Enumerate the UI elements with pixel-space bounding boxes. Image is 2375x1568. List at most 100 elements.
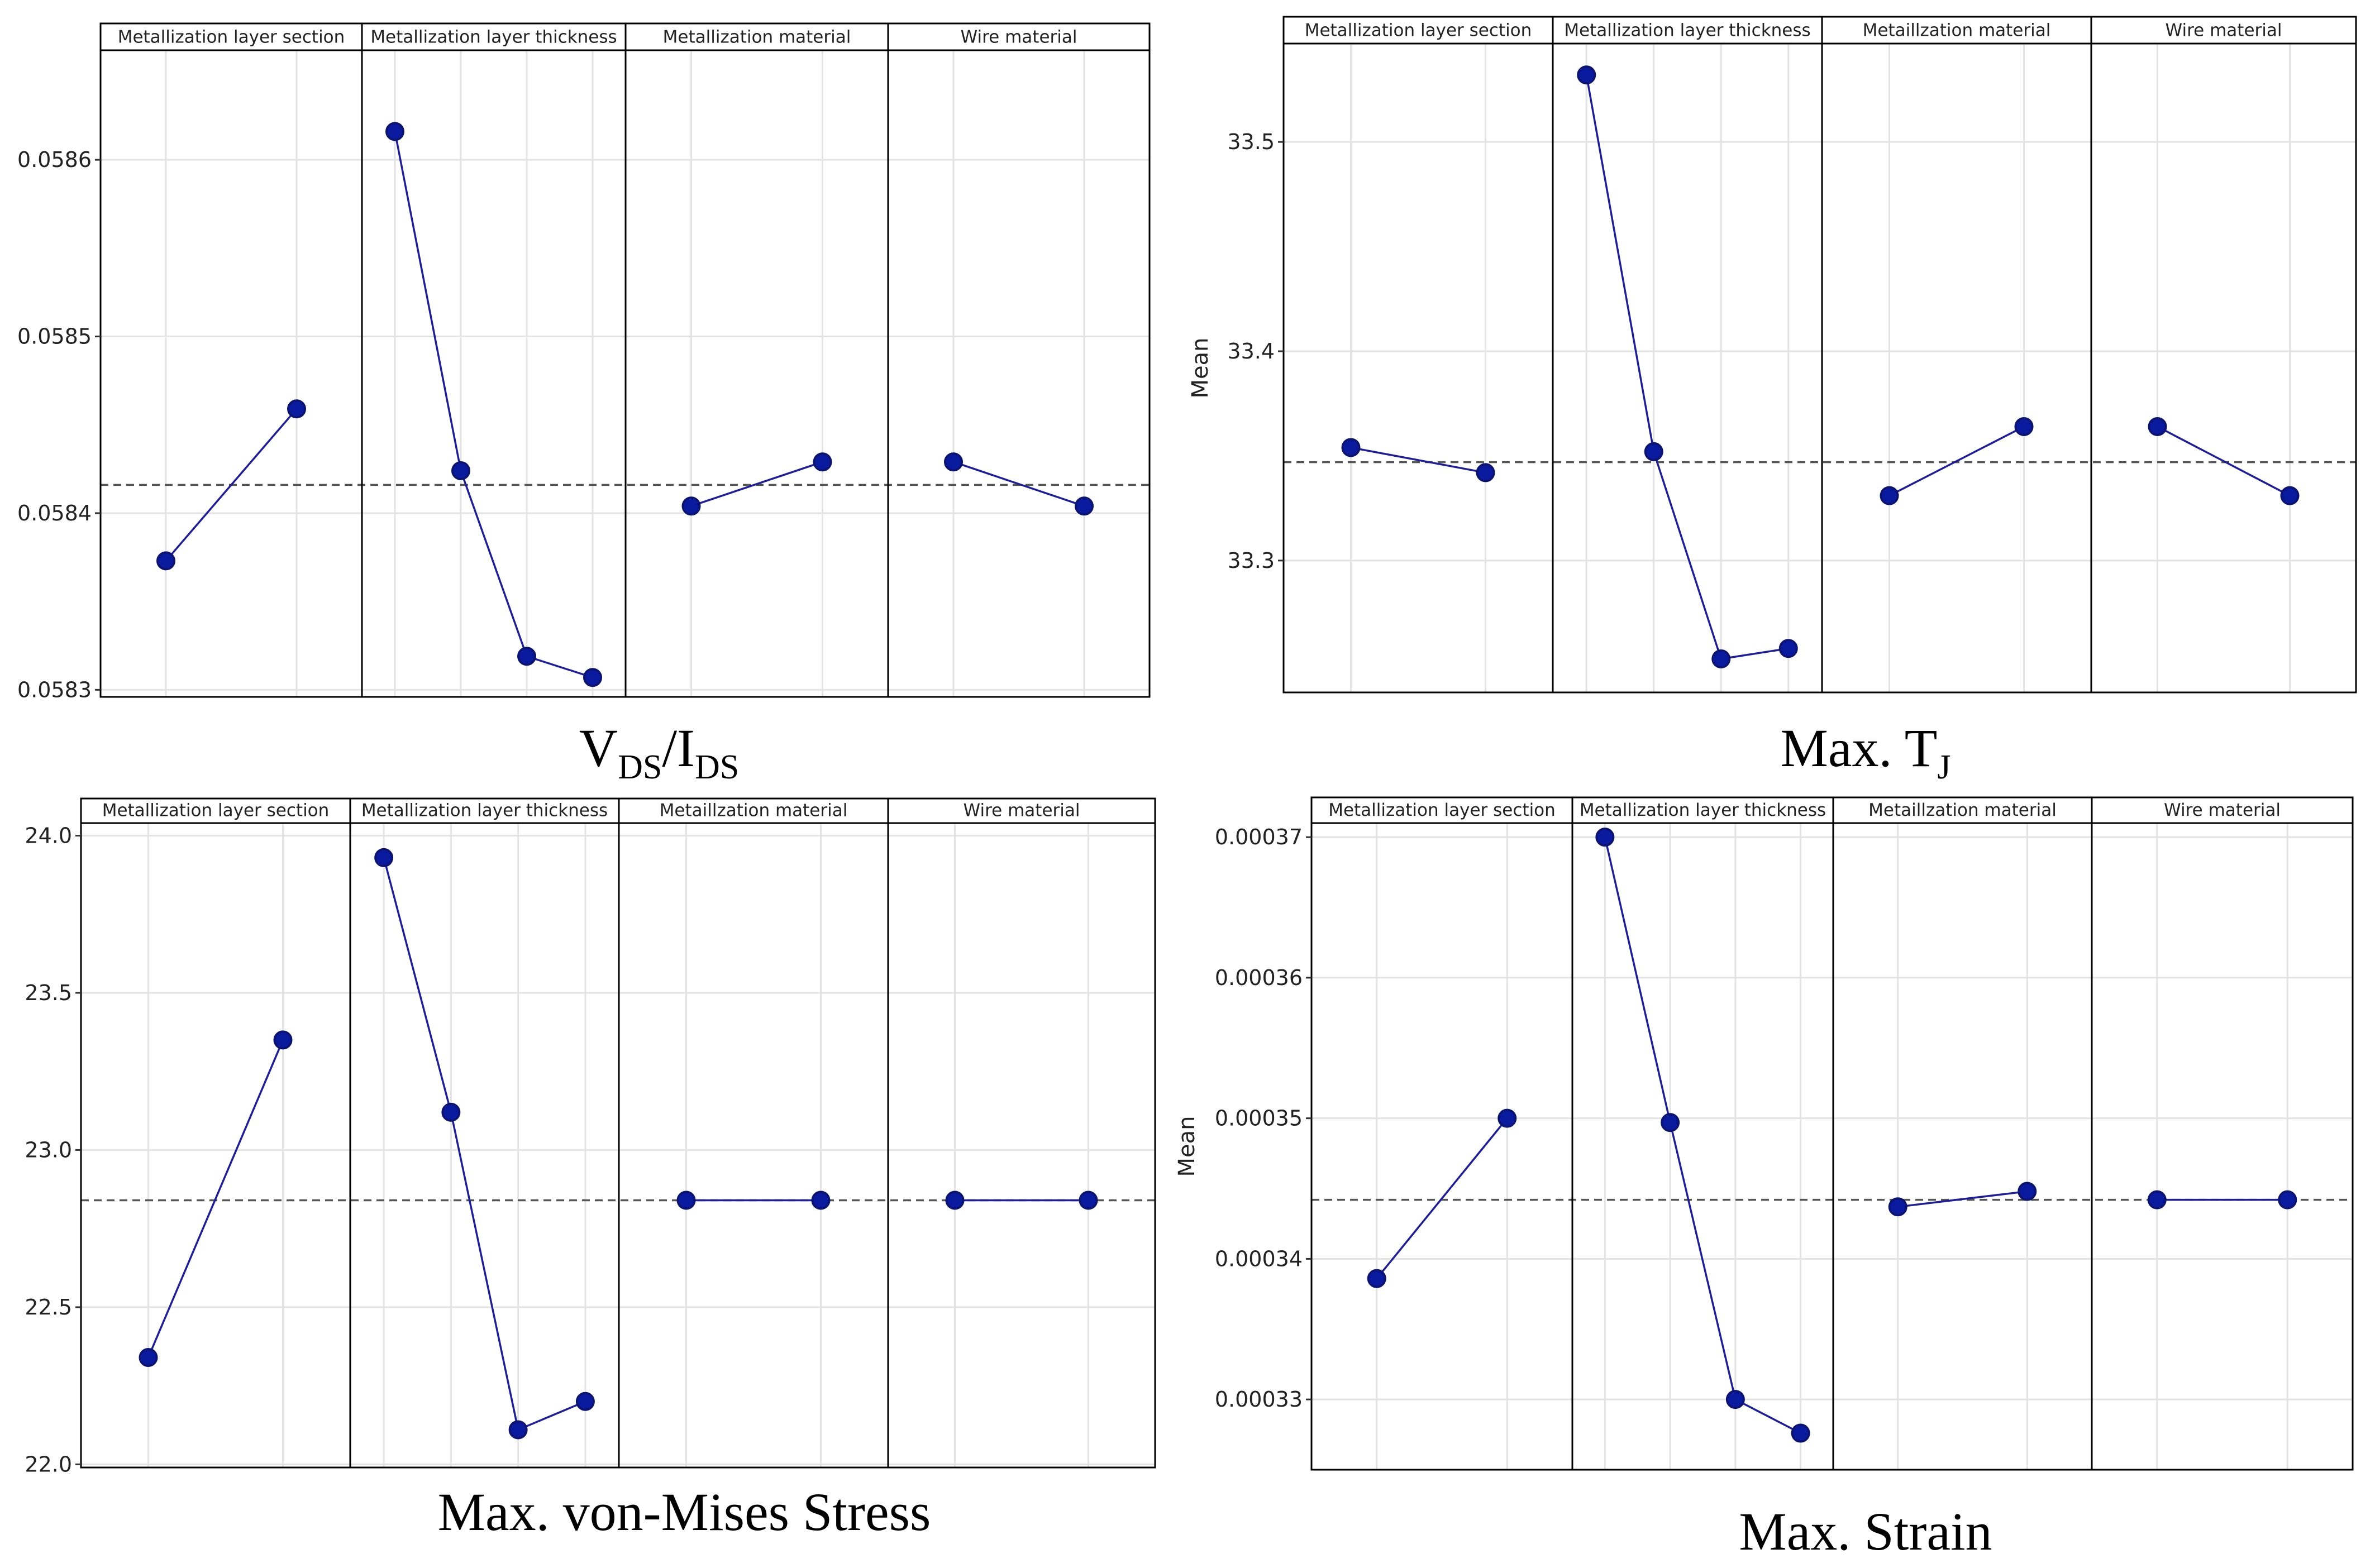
y-tick-label: 22.0 [25, 1452, 72, 1476]
facet-strip-label: Wire material [2166, 21, 2282, 41]
data-point [1498, 1108, 1517, 1128]
series-line [1585, 74, 1789, 660]
data-point [1644, 442, 1663, 461]
chart-panel-1: Metallization layer section Metallization… [17, 22, 1151, 786]
series-line [147, 1039, 284, 1358]
data-point [2280, 486, 2300, 505]
facet-strip-label: Metallization layer section [102, 801, 330, 821]
y-tick-label: 23.0 [25, 1137, 72, 1162]
facet-strip-label: Metaillzation material [1868, 800, 2057, 820]
panel-caption: Max. Strain [1739, 1502, 1992, 1561]
data-point [139, 1347, 158, 1367]
y-tick-label: 33.3 [1227, 548, 1275, 573]
facet-strip-label: Metallization layer section [1305, 21, 1532, 41]
y-tick-label: 23.5 [25, 981, 72, 1005]
data-point [945, 1191, 965, 1210]
caption-text: V [579, 718, 618, 778]
facet-strip-label: Metallization material [663, 27, 851, 47]
data-point [1595, 828, 1615, 847]
series-line [953, 461, 1085, 507]
data-point [1791, 1423, 1810, 1443]
data-point [1725, 1390, 1745, 1409]
caption-subscript: DS [618, 748, 662, 786]
panel-caption: Max. TJ [1780, 718, 1950, 786]
data-point [273, 1030, 293, 1050]
chart-panel-3: Metallization layer section Metallization… [25, 797, 1156, 1542]
data-point [1341, 438, 1361, 457]
y-tick-label: 0.00034 [1215, 1246, 1303, 1271]
data-point [1075, 496, 1094, 516]
panel-caption: Max. von-Mises Stress [438, 1482, 931, 1542]
series-line [2157, 426, 2291, 497]
data-point [1476, 463, 1495, 482]
series-line [1351, 446, 1486, 474]
series-line [1604, 836, 1801, 1435]
data-point [517, 647, 536, 666]
facet-strip-label: Metallization layer section [118, 27, 345, 47]
facet-strip-label: Wire material [964, 801, 1080, 821]
caption-text: /I [662, 718, 695, 778]
data-point [1711, 649, 1731, 669]
data-point [508, 1420, 528, 1440]
panel-frame [1310, 796, 2354, 1471]
y-tick-label: 0.00037 [1215, 825, 1303, 849]
y-axis-title: Mean [1174, 1116, 1200, 1177]
y-tick-label: 22.5 [25, 1295, 72, 1320]
data-point [441, 1102, 461, 1122]
facet-strip-label: Metaillzation material [660, 801, 848, 821]
caption-text: Max. T [1780, 718, 1937, 778]
caption-text: Max. von-Mises Stress [438, 1482, 931, 1542]
chart-panel-4: Metallization layer section Metallization… [1174, 796, 2354, 1561]
data-point [811, 1191, 831, 1210]
y-tick-label: 0.0585 [17, 324, 92, 349]
data-point [1661, 1113, 1680, 1132]
facet-strip-label: Wire material [2164, 800, 2281, 820]
data-point [2147, 1190, 2167, 1210]
facet-strip-label: Metallization layer thickness [361, 801, 608, 821]
series-line [1888, 426, 2025, 497]
data-point [287, 399, 306, 419]
data-point [374, 848, 394, 867]
data-point [385, 122, 404, 141]
panel-caption: VDS/IDS [579, 718, 740, 786]
data-point [1577, 65, 1596, 85]
data-point [156, 551, 175, 571]
data-point [1778, 639, 1798, 658]
data-point [1079, 1191, 1098, 1210]
facet-strip-label: Wire material [961, 27, 1077, 47]
data-point [575, 1392, 595, 1411]
caption-text: Max. Strain [1739, 1502, 1992, 1561]
chart-panel-2: Metallization layer section Metallization… [1188, 16, 2357, 786]
data-point [1888, 1197, 1907, 1217]
series-line [1376, 1117, 1508, 1279]
caption-subscript: J [1937, 748, 1950, 786]
series-line [383, 857, 586, 1431]
panel-frame [1282, 16, 2357, 694]
y-tick-label: 0.0586 [17, 147, 92, 172]
facet-strip-label: Metallization layer thickness [1564, 21, 1810, 41]
y-tick-label: 0.0583 [17, 677, 92, 702]
series-line [690, 461, 823, 507]
y-tick-label: 0.00035 [1215, 1106, 1303, 1131]
facet-strip-label: Metallization layer section [1328, 800, 1556, 820]
facet-strip-label: Metallization layer thickness [370, 27, 617, 47]
data-point [676, 1191, 696, 1210]
data-point [944, 452, 963, 472]
data-point [2014, 417, 2034, 436]
series-line [394, 131, 593, 678]
y-tick-label: 0.0584 [17, 501, 92, 525]
y-tick-label: 0.00036 [1215, 965, 1303, 990]
y-tick-label: 33.5 [1227, 130, 1275, 154]
series-line [165, 408, 298, 562]
data-point [681, 496, 701, 516]
data-point [451, 461, 470, 481]
data-point [583, 668, 602, 687]
data-point [2148, 417, 2167, 436]
y-tick-label: 24.0 [25, 824, 72, 848]
y-axis-title: Mean [1188, 338, 1213, 399]
data-point [1367, 1269, 1386, 1288]
y-tick-label: 0.00033 [1215, 1387, 1303, 1412]
panel-frame [80, 797, 1156, 1469]
data-point [813, 452, 832, 472]
